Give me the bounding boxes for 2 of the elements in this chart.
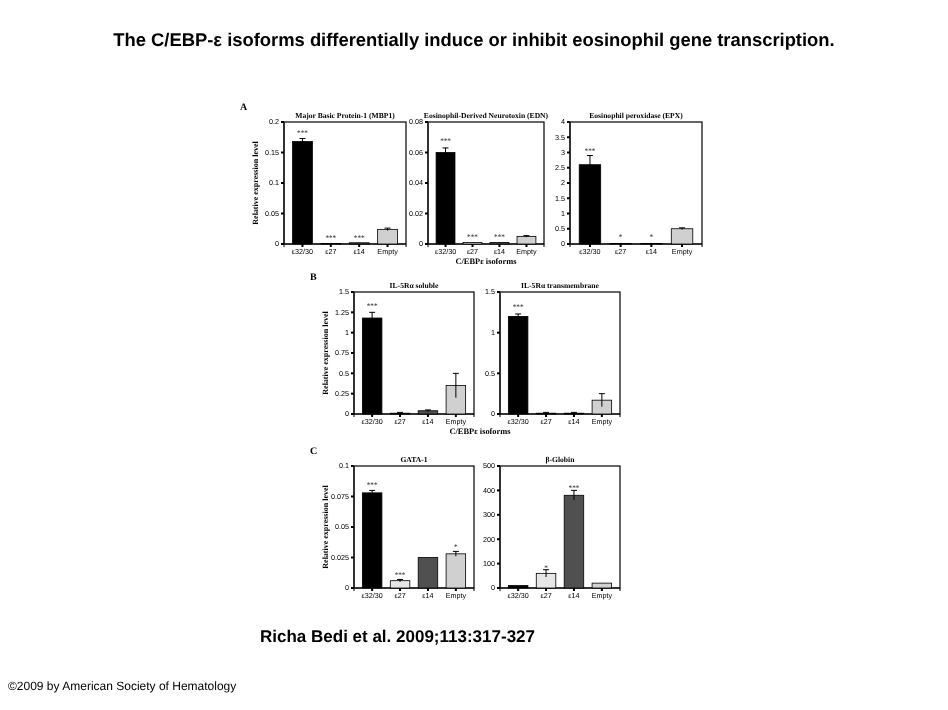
text: Richa Bedi et al. 2009;113:317-327 <box>260 626 536 646</box>
text: The C/EBP-ε isoforms differentially induce or inhibit eosinophil gene transcription. <box>113 30 835 50</box>
